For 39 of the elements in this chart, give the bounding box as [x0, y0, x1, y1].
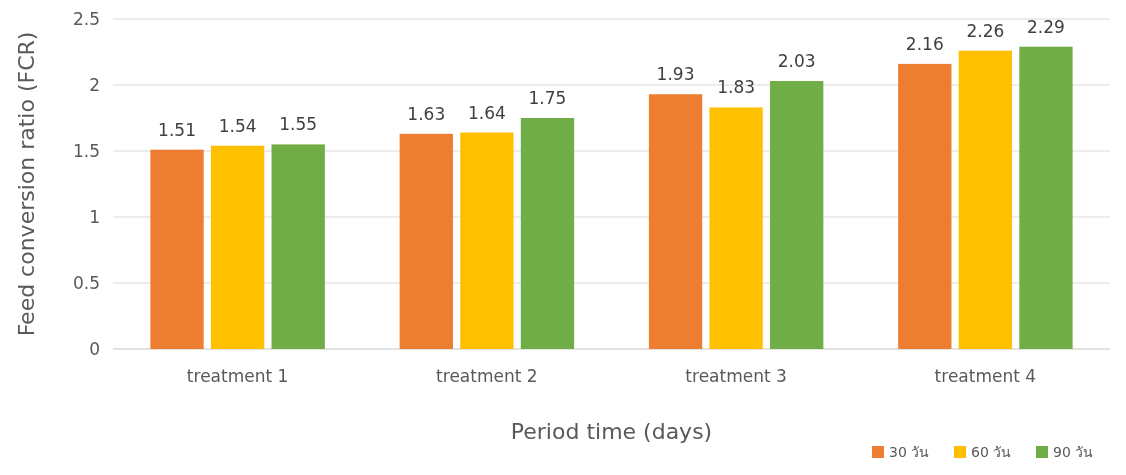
bar — [399, 133, 453, 349]
bar — [770, 81, 824, 349]
x-tick-label: treatment 4 — [934, 366, 1037, 386]
legend-label: 60 วัน — [971, 444, 1012, 460]
data-label: 2.16 — [905, 33, 944, 54]
y-tick-label: 1.5 — [72, 140, 100, 161]
bar — [1019, 46, 1073, 349]
data-label: 1.54 — [218, 115, 257, 136]
bar — [271, 144, 325, 349]
x-axis-title: Period time (days) — [510, 419, 713, 444]
legend-label: 30 วัน — [889, 444, 930, 460]
data-label: 1.63 — [407, 103, 446, 124]
bar — [709, 107, 763, 349]
bar — [958, 50, 1013, 349]
legend-label: 90 วัน — [1053, 444, 1094, 460]
data-label: 1.55 — [279, 114, 318, 135]
bar — [460, 132, 514, 349]
y-axis-title: Feed conversion ratio (FCR) — [13, 31, 39, 337]
y-tick-label: 2 — [89, 74, 100, 95]
data-label: 1.51 — [158, 119, 196, 140]
bar — [898, 63, 952, 349]
bar — [210, 145, 265, 349]
data-label: 1.75 — [528, 88, 567, 108]
x-tick-label: treatment 3 — [685, 366, 787, 386]
bar — [520, 118, 575, 349]
y-tick-label: 0.5 — [72, 272, 100, 293]
y-tick-label: 0 — [89, 338, 100, 359]
bar — [648, 94, 703, 349]
x-tick-label: treatment 1 — [186, 366, 289, 386]
data-label: 1.64 — [467, 102, 506, 123]
x-tick-label: treatment 2 — [436, 366, 538, 386]
y-tick-label: 2.5 — [72, 8, 100, 29]
bar — [150, 149, 204, 349]
data-label: 1.83 — [717, 77, 756, 98]
data-label: 2.03 — [777, 51, 816, 72]
y-tick-label: 1 — [89, 206, 100, 227]
data-label: 2.29 — [1027, 16, 1065, 37]
data-label: 1.93 — [656, 64, 695, 85]
data-label: 2.26 — [966, 20, 1005, 41]
